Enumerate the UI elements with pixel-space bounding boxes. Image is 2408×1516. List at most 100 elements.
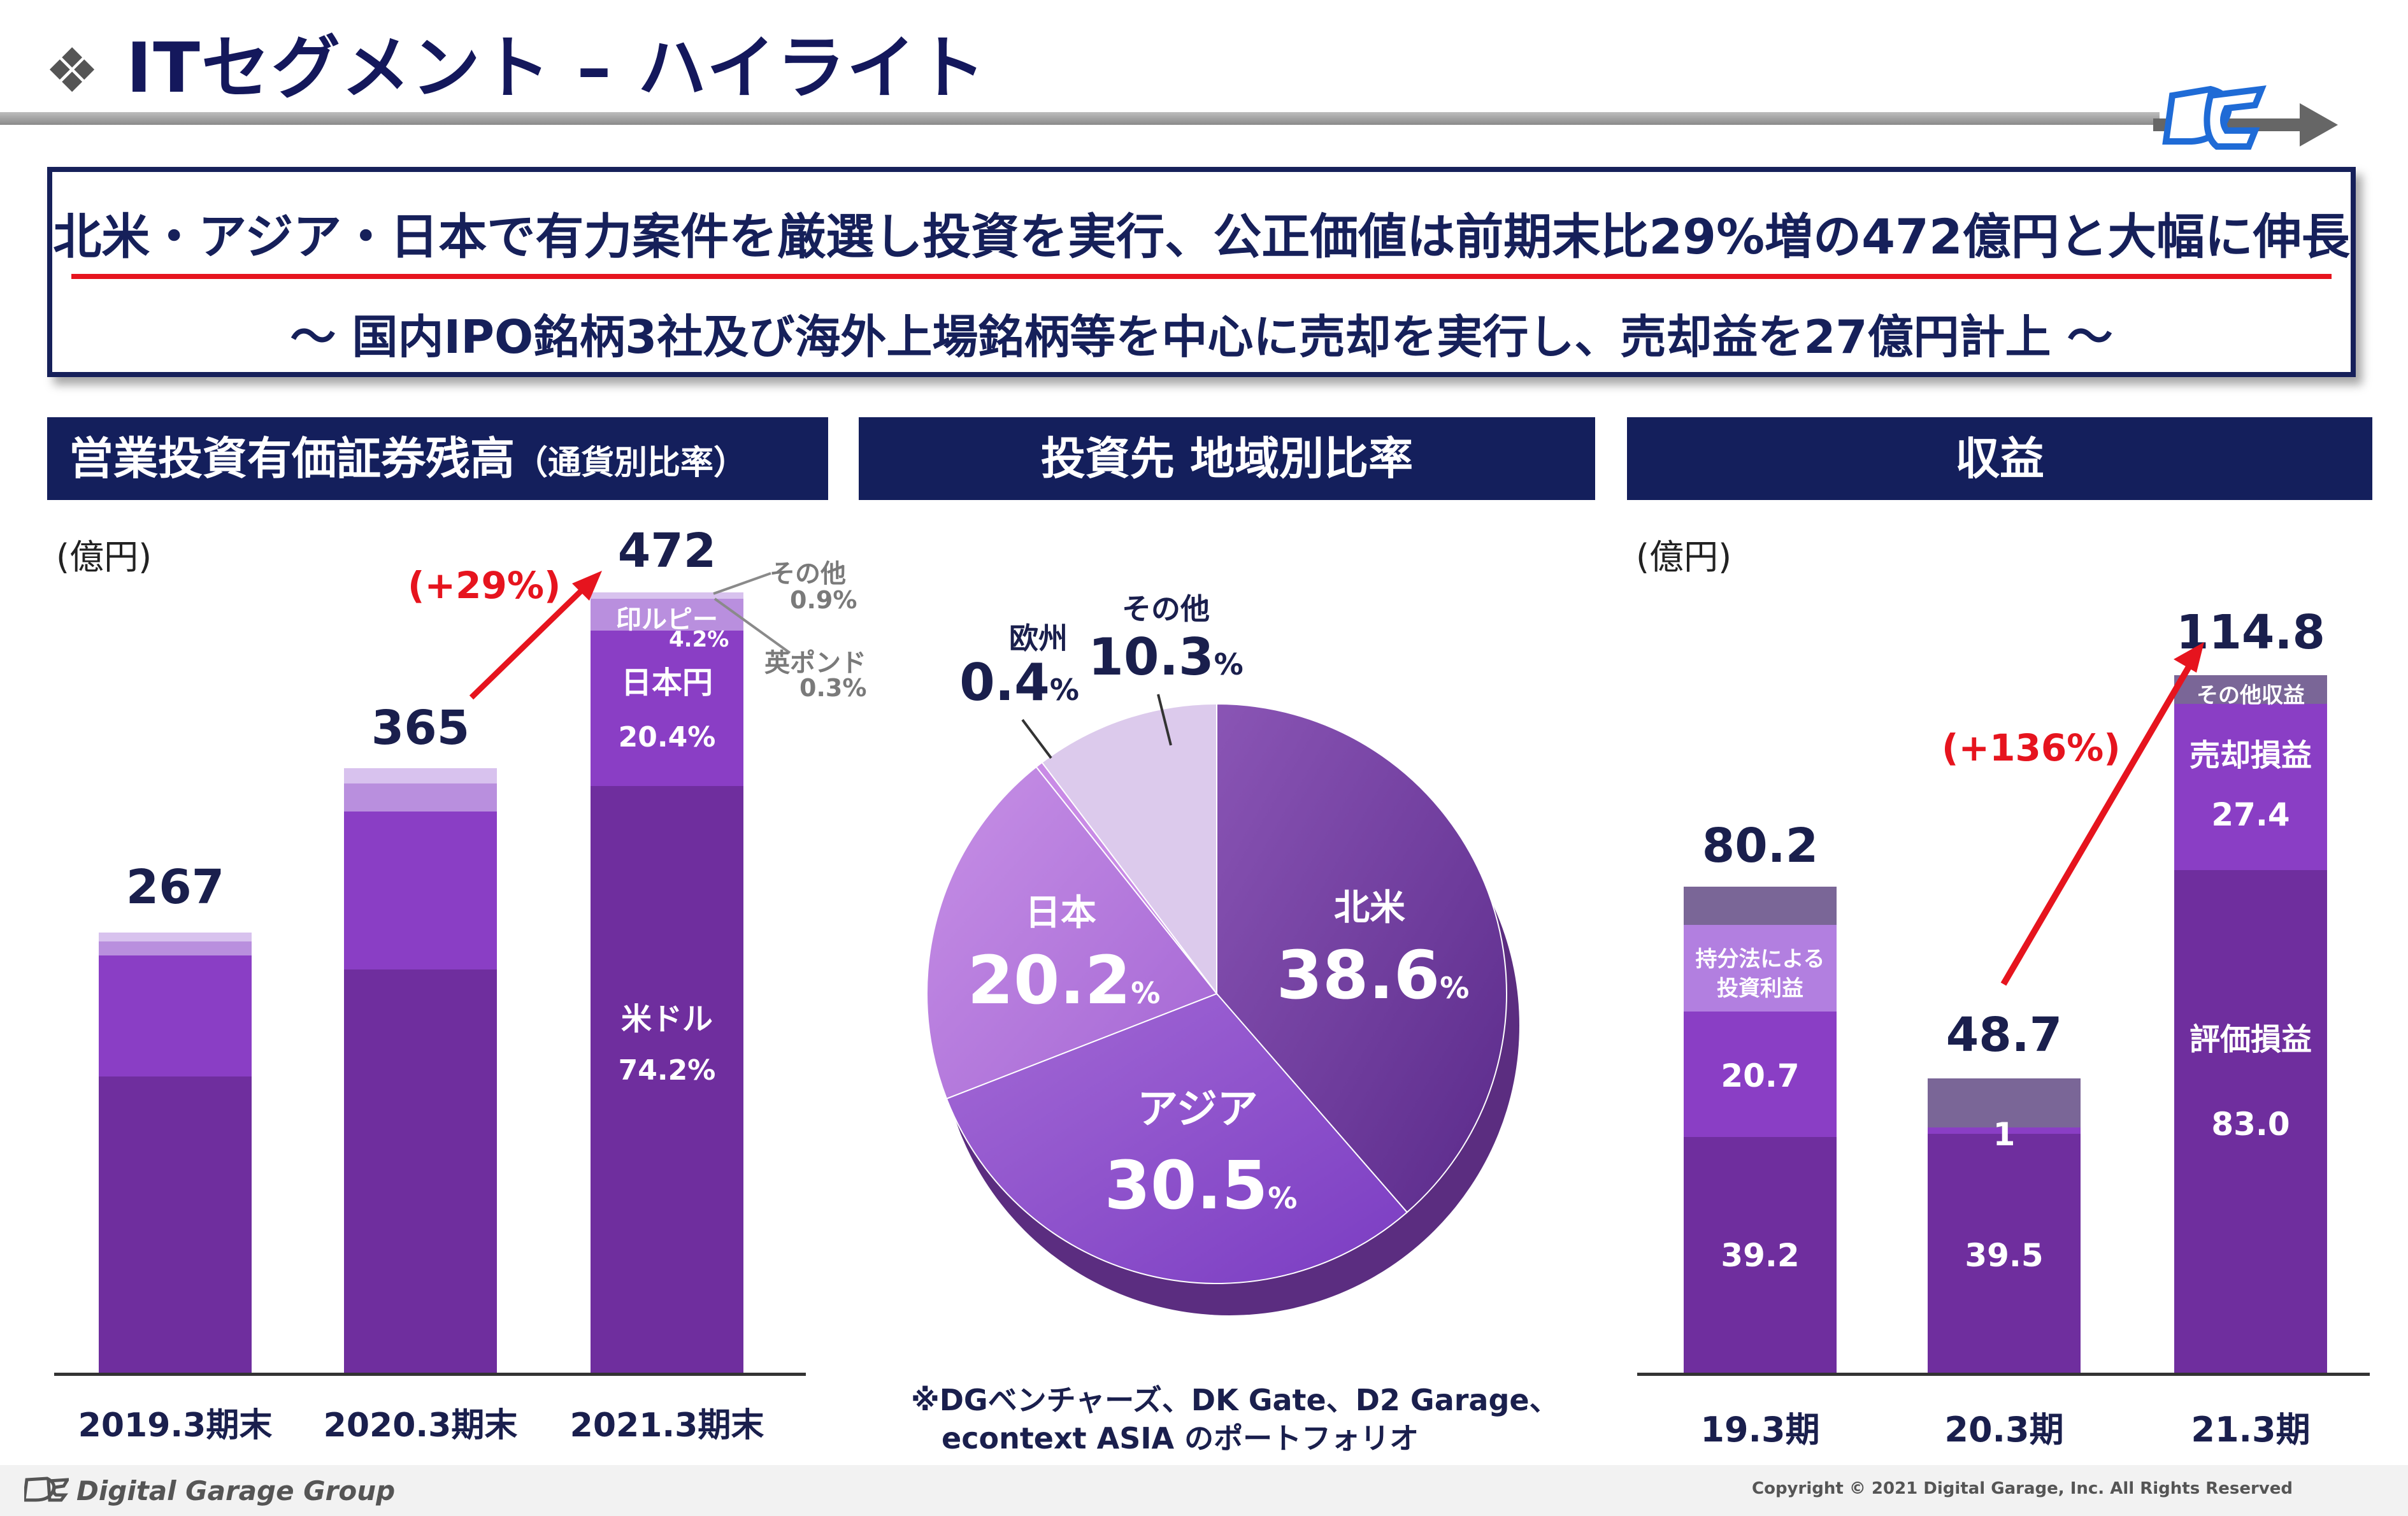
p2-pct-unit-jp: % <box>1131 976 1161 1010</box>
p2-pie-chart <box>926 703 1519 1315</box>
p2-value-other-num: 10.3 <box>1088 627 1214 687</box>
summary-box: 北米・アジア・日本で有力案件を厳選し投資を実行、公正価値は前期末比29%増の47… <box>47 167 2356 377</box>
panel1-header: 営業投資有価証券残高（通貨別比率） <box>47 417 828 500</box>
p2-value-asia-num: 30.5 <box>1104 1147 1268 1224</box>
p1-xlabel-3: 2021.3期末 <box>570 1406 764 1445</box>
p1-inr-pct: 4.2% <box>669 627 729 652</box>
p1-bar3-jpy <box>591 631 743 786</box>
p3-b2-mid: 1 <box>1993 1116 2016 1153</box>
pie-slice-other <box>1041 703 1217 996</box>
panel1-title: 営業投資有価証券残高 <box>69 433 515 485</box>
p2-pct-unit-na: % <box>1440 971 1470 1005</box>
p1-usd-label: 米ドル <box>620 1001 713 1037</box>
p2-value-jp-num: 20.2 <box>967 941 1131 1019</box>
p1-bar2-other <box>344 768 497 783</box>
panel1-unit: (億円) <box>56 537 152 577</box>
p1-bar2-usd <box>344 969 497 1373</box>
panel3-header: 収益 <box>1627 417 2372 500</box>
p3-bar1-other <box>1684 887 1837 925</box>
summary-red-rule <box>71 274 2332 279</box>
footer-dg-logo-icon <box>24 1477 69 1502</box>
p1-bar1-usd <box>99 1076 252 1373</box>
p2-value-na-num: 38.6 <box>1276 936 1440 1014</box>
p1-bar3-other <box>591 592 743 599</box>
page-title: ❖ ITセグメント – ハイライト <box>45 13 987 112</box>
p3-b3-other: その他収益 <box>2197 683 2305 708</box>
panel3-title: 収益 <box>1955 433 2044 485</box>
pie-slice-asia <box>945 992 1408 1284</box>
dg-logo-arrow-icon <box>2153 85 2338 150</box>
p1-bar2-inr <box>344 783 497 812</box>
p1-jpy-pct: 20.4% <box>618 721 716 754</box>
page-title-text: ITセグメント – ハイライト <box>126 29 987 108</box>
p3-b1-bottom: 39.2 <box>1721 1237 1800 1274</box>
summary-subline: ～ 国内IPO銘柄3社及び海外上場銘柄等を中心に売却を実行し、売却益を27億円計… <box>290 310 2113 364</box>
summary-headline: 北米・アジア・日本で有力案件を厳選し投資を実行、公正価値は前期末比29%増の47… <box>53 208 2350 265</box>
p3-bar3-eval <box>2174 870 2327 1374</box>
p2-pct-unit-eu: % <box>1049 673 1079 707</box>
p3-b3-eval-val: 83.0 <box>2211 1106 2290 1143</box>
p2-label-jp: 日本 <box>1025 892 1096 934</box>
p1-total-2: 365 <box>371 701 470 755</box>
p1-bar3-usd <box>591 786 743 1373</box>
p2-value-na: 38.6% <box>1268 936 1478 1014</box>
p1-xlabel-1: 2019.3期末 <box>78 1406 273 1445</box>
p1-bar3-inr <box>591 599 743 631</box>
p2-value-other: 10.3% <box>1083 627 1249 687</box>
p1-growth-label: (+29%) <box>408 564 561 607</box>
p3-bar3-sale <box>2174 704 2327 870</box>
p3-xlabel-2: 20.3期 <box>1944 1410 2064 1450</box>
p1-bar1-jpy <box>99 955 252 1076</box>
p1-total-3: 472 <box>617 524 717 578</box>
p3-bar1-equity <box>1684 925 1837 1012</box>
pie-slice-jp <box>926 766 1218 1100</box>
p2-value-jp: 20.2% <box>959 941 1169 1019</box>
panel2-header: 投資先 地域別比率 <box>859 417 1595 500</box>
p3-b2-bottom: 39.5 <box>1965 1237 2044 1274</box>
p1-other-label: その他 <box>770 559 846 589</box>
p3-bar2-other <box>1928 1078 2081 1127</box>
footer-bar <box>0 1465 2408 1516</box>
p1-other-pct: 0.9% <box>790 586 857 614</box>
p1-bar2-jpy <box>344 812 497 969</box>
p1-xlabel-2: 2020.3期末 <box>323 1406 518 1445</box>
p3-b3-eval: 評価損益 <box>2189 1022 2312 1057</box>
panel3-unit: (億円) <box>1636 537 1732 577</box>
diamond-icon: ❖ <box>45 35 101 106</box>
p3-xlabel-3: 21.3期 <box>2191 1410 2311 1450</box>
p3-baseline <box>1637 1373 2370 1376</box>
p3-b1-mid: 20.7 <box>1721 1057 1800 1094</box>
p2-pct-unit-asia: % <box>1268 1181 1298 1215</box>
p3-total-1: 80.2 <box>1702 819 1819 873</box>
p3-bar3-other <box>2174 675 2327 704</box>
p2-label-na: 北米 <box>1334 887 1405 929</box>
p3-bar1-eval <box>1684 1137 1837 1374</box>
p2-value-eu-num: 0.4 <box>959 653 1050 712</box>
p2-leader-lines <box>1021 694 1172 759</box>
p3-bar2-sale <box>1928 1127 2081 1134</box>
p1-jpy-label: 日本円 <box>620 665 713 701</box>
p1-gbp-pct: 0.3% <box>799 674 867 702</box>
p3-xlabel-1: 19.3期 <box>1700 1410 1820 1450</box>
p3-growth-label: (+136%) <box>1942 726 2121 769</box>
header-divider <box>0 112 2160 125</box>
footer-brand: Digital Garage Group <box>76 1475 396 1506</box>
p3-bar2-eval <box>1928 1134 2081 1374</box>
p1-growth-arrow <box>469 571 602 700</box>
p2-note-1: ※DGベンチャーズ、DK Gate、D2 Garage、 <box>911 1383 1559 1417</box>
p1-usd-pct: 74.2% <box>618 1054 716 1087</box>
p1-total-1: 267 <box>125 860 225 915</box>
p2-label-asia: アジア <box>1137 1086 1258 1133</box>
p1-bar1-inr <box>99 941 252 955</box>
p2-label-other: その他 <box>1122 592 1210 626</box>
p2-value-eu: 0.4% <box>956 653 1083 712</box>
panel2-title: 投資先 地域別比率 <box>1040 433 1414 485</box>
p3-b1-equity-2: 投資利益 <box>1717 976 1803 1001</box>
p1-inr-label: 印ルピー <box>616 605 718 634</box>
pie-slice-na <box>1216 703 1507 1213</box>
p1-gbp-label: 英ポンド <box>764 648 866 678</box>
p3-growth-arrow <box>2000 642 2204 986</box>
p2-value-asia: 30.5% <box>1096 1147 1306 1224</box>
p2-label-eu: 欧州 <box>1009 621 1068 655</box>
p3-bar1-sale <box>1684 1012 1837 1137</box>
